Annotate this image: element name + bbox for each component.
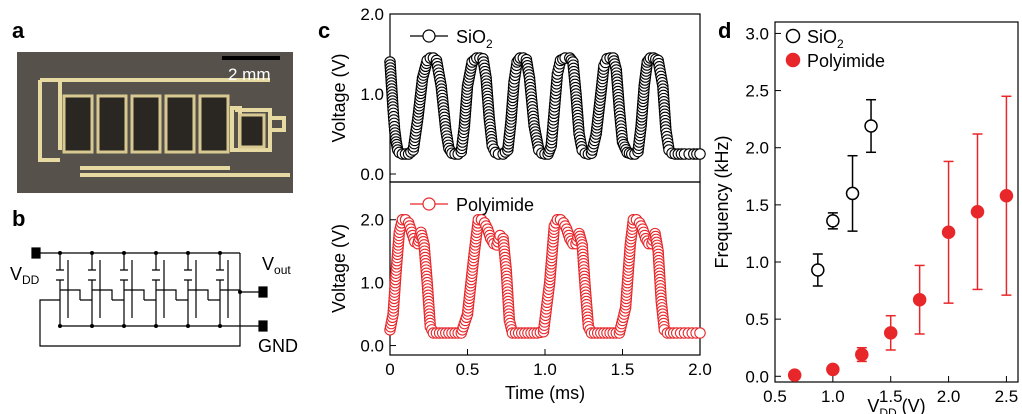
- x-axis-label: Time (ms): [505, 383, 585, 403]
- ring-oscillator-schematic: [31, 247, 268, 347]
- data-point: [970, 204, 985, 219]
- y-tick-label: 2.0: [745, 139, 769, 158]
- x-tick-label: 1.5: [879, 387, 903, 406]
- device-photo: 2 mm: [17, 52, 293, 193]
- y-tick-label: 0.0: [360, 337, 384, 356]
- data-point: [855, 347, 869, 362]
- series-sio: [811, 98, 878, 287]
- panel-label-d: d: [718, 18, 731, 43]
- vout-terminal: [258, 286, 268, 298]
- gnd-label: GND: [258, 336, 298, 356]
- data-point: [694, 148, 706, 160]
- x-axis-label: VDD (V): [867, 396, 925, 414]
- vdd-terminal: [31, 247, 41, 259]
- photo-metal-traces: [38, 78, 290, 177]
- plot-d: 0.00.51.01.52.02.53.00.5 1.0 1.5 2.0 2.5Freq…: [712, 21, 1019, 414]
- y-tick-label: 0.0: [360, 165, 384, 184]
- x-tick-label: 1.0: [533, 360, 557, 379]
- plot-c-top: 0.0 1.0 2.0 Voltage (V) SiO2: [329, 5, 706, 184]
- x-tick-label: 0.5: [456, 360, 480, 379]
- legend-marker: [785, 52, 801, 68]
- data-point: [694, 327, 706, 339]
- circuit-nodes: [58, 251, 242, 328]
- panel-label-c: c: [318, 18, 330, 43]
- y-axis-label: Voltage (V): [329, 53, 349, 142]
- y-tick-label: 2.0: [360, 211, 384, 230]
- data-point: [999, 188, 1014, 203]
- scale-bar-label: 2 mm: [228, 65, 271, 84]
- legend-marker: [422, 197, 436, 211]
- y-tick-label: 3.0: [745, 24, 769, 43]
- series-sio: [384, 52, 706, 160]
- data-point: [845, 186, 860, 201]
- x-tick-label: 2.0: [688, 360, 712, 379]
- inverter-stages: [55, 253, 240, 326]
- data-point: [826, 362, 840, 377]
- vdd-label: VDD: [10, 264, 40, 287]
- plot-c-bottom: 0.0 1.0 2.0 0 0.5 1.0 1.5 2.0 Voltage (V) Time (m…: [329, 181, 712, 403]
- gnd-terminal: [258, 320, 268, 332]
- legend-label: SiO2: [456, 27, 493, 51]
- vout-label: Vout: [262, 254, 291, 277]
- x-tick-label: 2.5: [995, 387, 1019, 406]
- photo-inverter-cells: [62, 94, 266, 154]
- y-tick-label: 2.5: [745, 82, 769, 101]
- x-tick-label: 0: [385, 360, 394, 379]
- x-tick-label: 1.5: [611, 360, 635, 379]
- plot-frame: [774, 21, 1019, 383]
- data-point: [883, 326, 898, 340]
- data-point: [864, 119, 878, 133]
- y-axis-label: Voltage (V): [329, 224, 349, 313]
- data-point: [787, 368, 802, 382]
- data-point: [811, 263, 825, 277]
- legend-label: Polyimide: [807, 51, 885, 71]
- y-tick-label: 1.0: [360, 274, 384, 293]
- panel-label-a: a: [12, 18, 25, 43]
- series-polyimide: [384, 213, 706, 339]
- legend-marker: [422, 29, 436, 43]
- panel-label-b: b: [12, 206, 25, 231]
- x-tick-label: 2.0: [937, 387, 961, 406]
- y-tick-label: 0.0: [745, 367, 769, 386]
- x-tick-label: 1.0: [821, 387, 845, 406]
- legend-label: SiO2: [807, 27, 844, 51]
- data-point: [941, 225, 956, 240]
- y-axis-label: Frequency (kHz): [712, 135, 732, 268]
- y-tick-label: 1.0: [360, 85, 384, 104]
- y-tick-label: 1.5: [745, 196, 769, 215]
- data-point: [912, 292, 927, 307]
- y-tick-label: 1.0: [745, 253, 769, 272]
- x-tick-label: 0.5: [763, 387, 787, 406]
- data-point: [826, 214, 840, 228]
- series-polyimide: [787, 95, 1014, 382]
- y-tick-label: 2.0: [360, 5, 384, 24]
- y-tick-label: 0.5: [745, 310, 769, 329]
- legend-label: Polyimide: [456, 195, 534, 215]
- legend-marker: [785, 28, 801, 44]
